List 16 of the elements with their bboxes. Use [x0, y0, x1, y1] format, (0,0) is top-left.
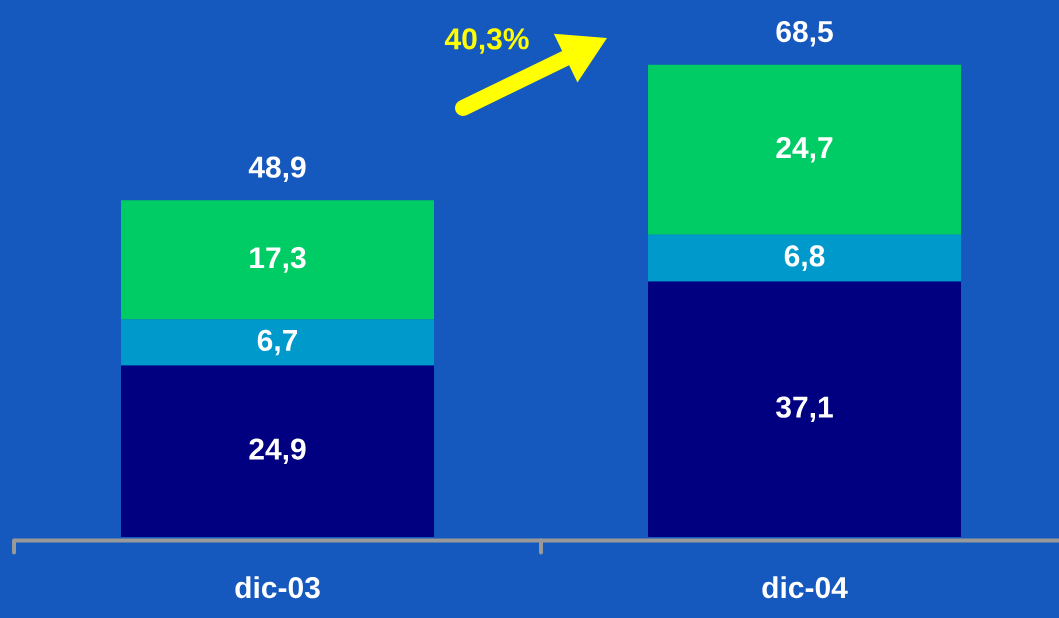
data-label: 17,3 — [250, 247, 306, 273]
data-label: 6,8 — [784, 245, 825, 271]
total-label: 48,9 — [248, 156, 306, 183]
data-label: 37,1 — [776, 396, 833, 423]
total-label: 68,5 — [776, 20, 833, 47]
data-label: 24,9 — [249, 438, 306, 465]
bar — [121, 200, 435, 320]
bar — [648, 64, 962, 235]
annotation: 40,3% — [444, 28, 529, 54]
bar — [648, 234, 962, 282]
bar — [648, 281, 962, 537]
data-label: 24,7 — [776, 136, 833, 163]
x-tick-label: dic-04 — [762, 576, 848, 599]
data-label: 6,7 — [257, 329, 298, 356]
bar — [121, 319, 435, 366]
x-tick-label: dic-03 — [235, 576, 320, 599]
